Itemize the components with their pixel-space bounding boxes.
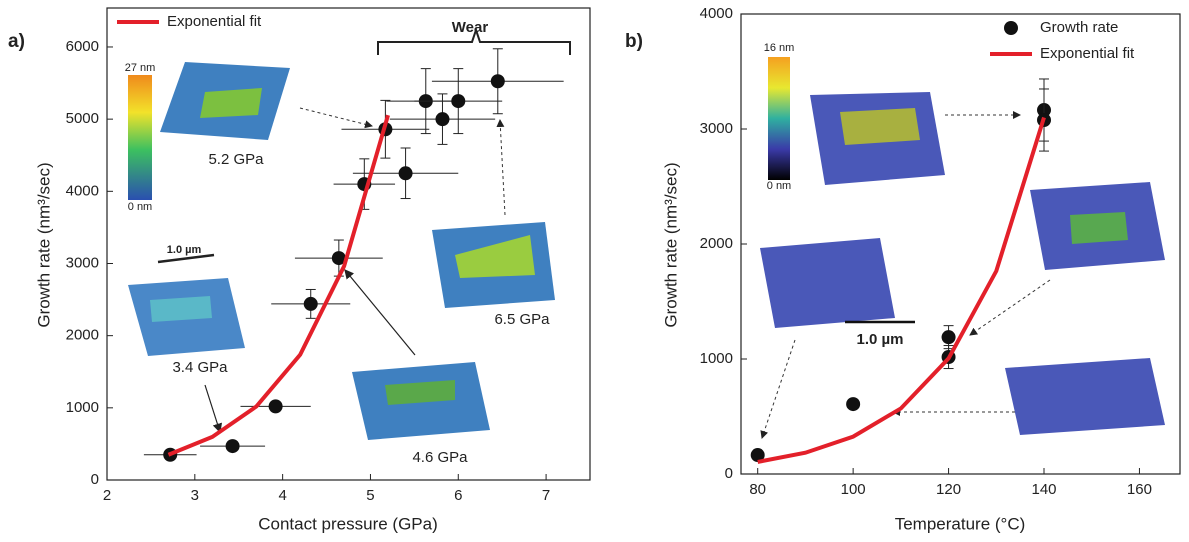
data-point	[225, 439, 240, 454]
data-point	[490, 74, 505, 89]
legend-label: Growth rate	[1040, 19, 1118, 36]
x-tick-label: 6	[454, 487, 462, 504]
y-tick-label: 4000	[66, 182, 99, 199]
y-tick-label: 1000	[700, 350, 733, 367]
annotation: Wear	[452, 19, 489, 36]
y-tick-label: 4000	[700, 5, 733, 22]
legend-label: Exponential fit	[167, 13, 262, 30]
decor	[128, 26, 1165, 440]
data-point	[846, 397, 861, 412]
y-tick-label: 5000	[66, 110, 99, 127]
y-tick-label: 0	[725, 465, 733, 482]
y-tick-label: 2000	[66, 327, 99, 344]
y-tick-label: 1000	[66, 399, 99, 416]
annotation: 1.0 µm	[857, 331, 904, 348]
annotation: 5.2 GPa	[208, 151, 264, 168]
y-axis-label: Growth rate (nm³/sec)	[661, 162, 680, 327]
data-point	[331, 251, 346, 266]
y-axis-label: Growth rate (nm³/sec)	[34, 162, 53, 327]
annotation: 27 nm	[125, 62, 156, 74]
annotation: 16 nm	[764, 42, 795, 54]
plot-frame	[106, 7, 591, 481]
data-point	[750, 448, 765, 463]
x-tick-label: 100	[841, 481, 866, 498]
x-tick-label: 5	[366, 487, 374, 504]
y-tick-label: 6000	[66, 38, 99, 55]
x-tick-label: 80	[749, 481, 766, 498]
x-tick-label: 120	[936, 481, 961, 498]
y-tick-label: 2000	[700, 235, 733, 252]
fit-line	[167, 114, 390, 457]
legend-swatch	[1004, 21, 1018, 35]
y-tick-label: 3000	[66, 254, 99, 271]
data-point	[435, 112, 450, 127]
annotation: 3.4 GPa	[172, 359, 228, 376]
data-point	[451, 94, 466, 109]
panel-label: a)	[8, 31, 25, 52]
annotation: 4.6 GPa	[412, 449, 468, 466]
x-tick-label: 160	[1127, 481, 1152, 498]
x-tick-label: 3	[191, 487, 199, 504]
annotation: 6.5 GPa	[494, 311, 550, 328]
annotation: 0 nm	[128, 201, 152, 213]
data-point	[941, 330, 956, 345]
y-tick-label: 3000	[700, 120, 733, 137]
annotation: 1.0 µm	[167, 244, 202, 256]
panel-label: b)	[625, 31, 643, 52]
data-point	[398, 166, 413, 181]
x-tick-label: 140	[1031, 481, 1056, 498]
legend-label: Exponential fit	[1040, 45, 1135, 62]
x-tick-label: 4	[278, 487, 286, 504]
y-tick-label: 0	[91, 471, 99, 488]
annotation: 0 nm	[767, 180, 791, 192]
x-tick-label: 2	[103, 487, 111, 504]
fit-line	[757, 116, 1046, 464]
x-tick-label: 7	[542, 487, 550, 504]
x-axis-label: Temperature (°C)	[895, 514, 1026, 533]
data-point	[268, 399, 283, 414]
x-axis-label: Contact pressure (GPa)	[258, 514, 438, 533]
data-point	[303, 296, 318, 311]
